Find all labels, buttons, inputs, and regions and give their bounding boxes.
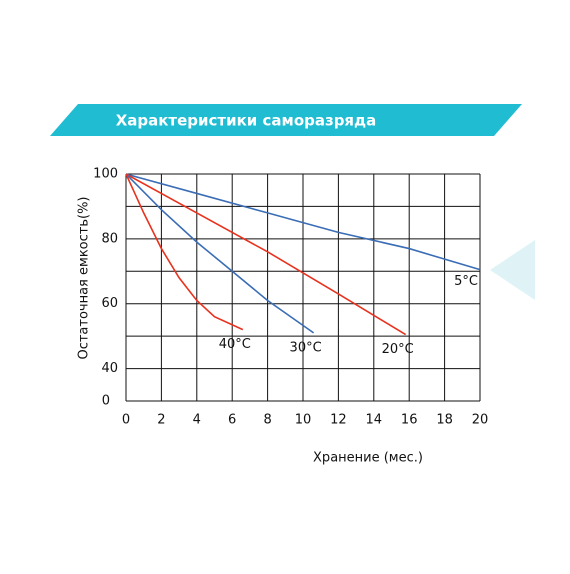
decor-triangle: [490, 240, 535, 300]
x-tick-label: 20: [472, 413, 489, 428]
series-label: 5°C: [454, 274, 478, 289]
title-banner: [50, 104, 522, 136]
x-tick-label: 2: [157, 413, 165, 428]
line-series: [125, 173, 244, 331]
x-axis-label: Хранение (мес.): [313, 451, 423, 466]
series-label: 40°C: [219, 337, 251, 352]
line-series: [125, 173, 481, 271]
line-series: [125, 173, 315, 334]
x-tick-label: 10: [295, 413, 312, 428]
x-tick-label: 0: [122, 413, 130, 428]
x-tick-label: 18: [436, 413, 453, 428]
y-tick-label: 100: [93, 167, 118, 182]
x-tick-label: 6: [228, 413, 236, 428]
y-break-label: 0: [102, 394, 110, 409]
chart-title: Характеристики саморазряда: [116, 112, 377, 130]
x-tick-label: 4: [193, 413, 201, 428]
x-tick-label: 14: [366, 413, 383, 428]
series-label: 30°C: [290, 340, 322, 355]
line-series: [125, 173, 407, 336]
y-tick-label: 60: [101, 296, 118, 311]
series-label: 20°C: [382, 342, 414, 357]
y-tick-label: 80: [101, 231, 118, 246]
x-tick-label: 8: [263, 413, 271, 428]
x-tick-label: 12: [330, 413, 347, 428]
y-tick-label: 40: [101, 361, 118, 376]
x-tick-label: 16: [401, 413, 418, 428]
y-axis-label: Остаточная емкость(%): [77, 196, 92, 359]
